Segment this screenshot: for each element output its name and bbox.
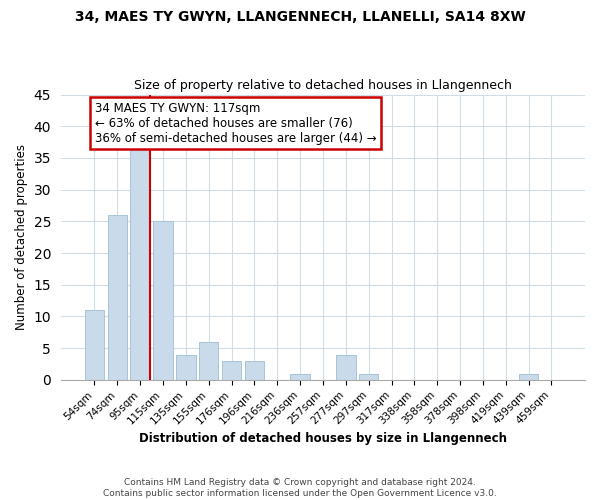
- Bar: [153, 222, 173, 380]
- Bar: [245, 361, 264, 380]
- Bar: [176, 354, 196, 380]
- Bar: [130, 146, 150, 380]
- Bar: [519, 374, 538, 380]
- Bar: [85, 310, 104, 380]
- Bar: [107, 215, 127, 380]
- X-axis label: Distribution of detached houses by size in Llangennech: Distribution of detached houses by size …: [139, 432, 507, 445]
- Text: 34 MAES TY GWYN: 117sqm
← 63% of detached houses are smaller (76)
36% of semi-de: 34 MAES TY GWYN: 117sqm ← 63% of detache…: [95, 102, 377, 144]
- Y-axis label: Number of detached properties: Number of detached properties: [15, 144, 28, 330]
- Bar: [199, 342, 218, 380]
- Bar: [290, 374, 310, 380]
- Text: Contains HM Land Registry data © Crown copyright and database right 2024.
Contai: Contains HM Land Registry data © Crown c…: [103, 478, 497, 498]
- Bar: [222, 361, 241, 380]
- Title: Size of property relative to detached houses in Llangennech: Size of property relative to detached ho…: [134, 79, 512, 92]
- Bar: [336, 354, 356, 380]
- Bar: [359, 374, 379, 380]
- Text: 34, MAES TY GWYN, LLANGENNECH, LLANELLI, SA14 8XW: 34, MAES TY GWYN, LLANGENNECH, LLANELLI,…: [74, 10, 526, 24]
